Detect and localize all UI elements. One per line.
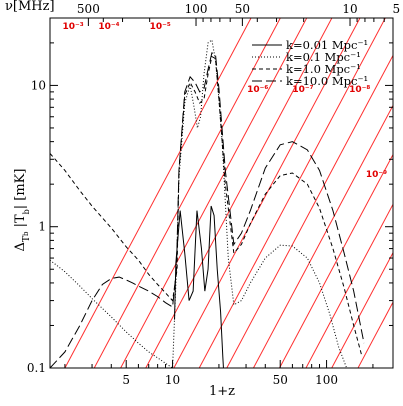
- x-tick-label: 100: [315, 373, 338, 387]
- series-line-1: [50, 38, 348, 368]
- y-tick-label: 10: [31, 78, 46, 92]
- x-tick-label: 5: [122, 373, 130, 387]
- svg-text:ΔTb |Tb| [mK]: ΔTb |Tb| [mK]: [13, 169, 32, 252]
- reference-line-4: [173, 18, 361, 368]
- reference-line-3: [145, 18, 333, 368]
- top-tick-label: 500: [77, 2, 100, 16]
- y-tick-label: 1: [38, 220, 46, 234]
- top-tick-label: 10: [342, 2, 357, 16]
- reference-label-0: 10⁻³: [63, 22, 84, 32]
- reference-label-3: 10⁻⁶: [247, 85, 268, 95]
- axis-ticks: [50, 17, 393, 369]
- legend-label-3: k=10.0 Mpc⁻¹: [286, 74, 368, 88]
- x-axis-title: 1+z: [209, 384, 235, 399]
- series-line-3: [50, 52, 365, 368]
- top-tick-label: 100: [185, 2, 208, 16]
- x-tick-label: 10: [165, 373, 180, 387]
- reference-label-4: 10⁻⁷: [292, 85, 313, 95]
- reference-line-5: [198, 18, 386, 368]
- reference-line-7: [252, 104, 393, 368]
- y-axis-title-subscript-b: b: [22, 231, 30, 236]
- tick-labels: 5 10 50 100 0.1 1 10 500 100 50 10 5: [27, 2, 400, 387]
- y-axis-title: ΔTb |Tb| [mK]: [13, 169, 32, 252]
- y-axis-title-subscript: T: [22, 236, 32, 242]
- y-tick-label: 0.1: [27, 361, 46, 375]
- reference-label-2: 10⁻⁵: [150, 22, 171, 32]
- legend: k=0.01 Mpc⁻¹k=0.1 Mpc⁻¹k=1.0 Mpc⁻¹k=10.0…: [252, 38, 368, 88]
- y-axis-title-delta: Δ: [13, 242, 28, 251]
- top-axis-title: ν[MHz]: [5, 0, 55, 14]
- reference-line-8: [279, 153, 393, 368]
- data-curves: [50, 38, 365, 368]
- top-tick-label: 50: [235, 2, 250, 16]
- legend-label-1: k=0.1 Mpc⁻¹: [286, 50, 361, 64]
- reference-line-9: [305, 203, 393, 368]
- reference-label-1: 10⁻⁴: [98, 22, 119, 32]
- reference-line-6: [226, 54, 393, 368]
- top-tick-label: 5: [393, 2, 401, 16]
- plot-frame: [49, 17, 394, 369]
- reference-label-5: 10⁻⁸: [349, 85, 370, 95]
- reference-line-0: [64, 18, 252, 368]
- reference-line-2: [120, 18, 308, 368]
- reference-lines: [64, 18, 393, 368]
- reference-line-10: [331, 251, 393, 368]
- reference-line-1: [93, 18, 281, 368]
- reference-line-11: [357, 301, 393, 368]
- y-axis-title-rest: |T: [13, 214, 28, 232]
- x-tick-label: 50: [273, 373, 288, 387]
- reference-label-6: 10⁻⁹: [366, 170, 387, 180]
- series-line-0: [174, 205, 224, 368]
- legend-label-2: k=1.0 Mpc⁻¹: [286, 62, 361, 76]
- legend-label-0: k=0.01 Mpc⁻¹: [286, 38, 368, 52]
- reference-labels: 10⁻³ 10⁻⁴ 10⁻⁵ 10⁻⁶ 10⁻⁷ 10⁻⁸ 10⁻⁹: [63, 22, 388, 180]
- series-line-2: [50, 55, 363, 357]
